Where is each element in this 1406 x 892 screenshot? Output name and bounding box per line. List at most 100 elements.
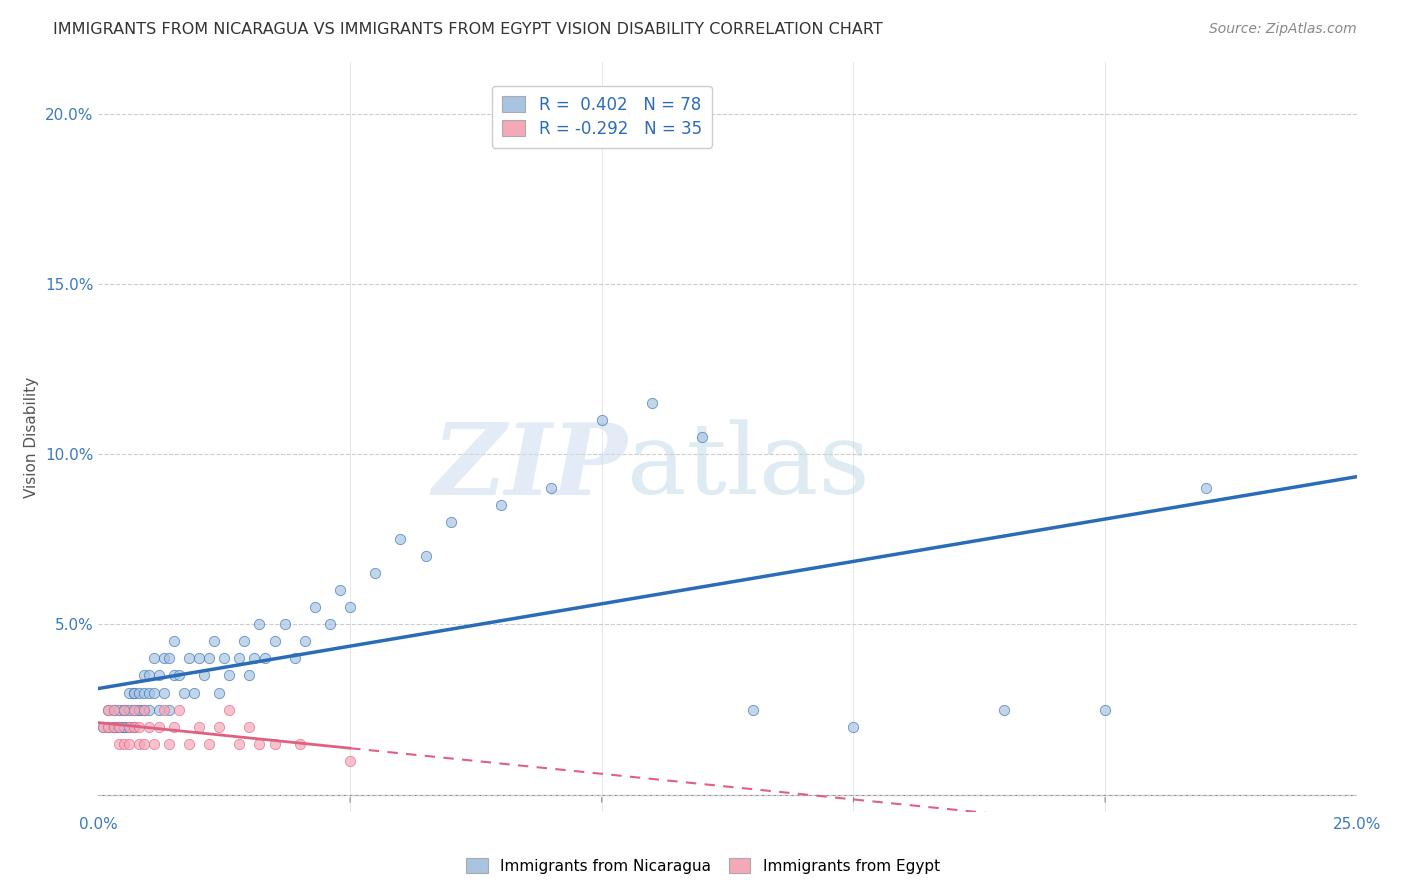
Point <box>183 685 205 699</box>
Point <box>132 737 155 751</box>
Point <box>128 737 150 751</box>
Point <box>489 498 512 512</box>
Point <box>107 720 129 734</box>
Point <box>273 617 295 632</box>
Legend: Immigrants from Nicaragua, Immigrants from Egypt: Immigrants from Nicaragua, Immigrants fr… <box>460 852 946 880</box>
Point <box>214 651 236 665</box>
Point <box>97 702 120 716</box>
Point <box>540 481 562 495</box>
Point <box>233 634 256 648</box>
Point <box>117 720 139 734</box>
Point <box>228 651 250 665</box>
Point <box>198 737 221 751</box>
Point <box>157 702 180 716</box>
Point <box>97 720 120 734</box>
Point <box>107 702 129 716</box>
Point <box>364 566 387 581</box>
Point <box>440 515 463 529</box>
Point <box>238 720 260 734</box>
Point <box>132 702 155 716</box>
Point <box>188 720 211 734</box>
Point <box>142 737 165 751</box>
Point <box>103 720 125 734</box>
Point <box>107 720 129 734</box>
Point <box>103 702 125 716</box>
Point <box>253 651 276 665</box>
Point <box>188 651 211 665</box>
Point <box>304 600 326 615</box>
Point <box>138 702 160 716</box>
Point <box>112 720 135 734</box>
Point <box>153 702 176 716</box>
Point <box>339 600 361 615</box>
Point <box>142 685 165 699</box>
Point <box>339 754 361 768</box>
Point <box>112 702 135 716</box>
Point <box>329 583 352 598</box>
Point <box>97 702 120 716</box>
Point <box>842 720 865 734</box>
Point <box>112 702 135 716</box>
Point <box>163 720 186 734</box>
Point <box>122 720 145 734</box>
Point <box>138 720 160 734</box>
Point <box>1094 702 1116 716</box>
Point <box>319 617 342 632</box>
Point <box>294 634 316 648</box>
Point <box>117 720 139 734</box>
Point <box>208 720 231 734</box>
Point <box>198 651 221 665</box>
Point <box>228 737 250 751</box>
Point <box>167 668 190 682</box>
Point <box>117 702 139 716</box>
Point <box>157 651 180 665</box>
Point <box>128 720 150 734</box>
Point <box>163 634 186 648</box>
Point <box>415 549 437 564</box>
Point <box>142 651 165 665</box>
Point <box>107 737 129 751</box>
Point <box>103 702 125 716</box>
Point <box>122 720 145 734</box>
Point <box>153 651 176 665</box>
Point <box>132 668 155 682</box>
Point <box>93 720 115 734</box>
Point <box>132 702 155 716</box>
Point <box>153 685 176 699</box>
Point <box>177 737 200 751</box>
Point <box>177 651 200 665</box>
Text: ZIP: ZIP <box>432 419 627 516</box>
Point <box>148 668 170 682</box>
Point <box>238 668 260 682</box>
Text: Source: ZipAtlas.com: Source: ZipAtlas.com <box>1209 22 1357 37</box>
Point <box>263 634 285 648</box>
Point <box>263 737 285 751</box>
Point <box>122 685 145 699</box>
Point <box>173 685 195 699</box>
Point <box>132 685 155 699</box>
Point <box>1195 481 1218 495</box>
Point <box>249 737 271 751</box>
Point <box>138 668 160 682</box>
Legend: R =  0.402   N = 78, R = -0.292   N = 35: R = 0.402 N = 78, R = -0.292 N = 35 <box>492 86 711 147</box>
Point <box>218 702 240 716</box>
Point <box>148 720 170 734</box>
Point <box>288 737 311 751</box>
Point <box>148 702 170 716</box>
Point <box>112 720 135 734</box>
Point <box>112 702 135 716</box>
Text: atlas: atlas <box>627 419 870 515</box>
Point <box>193 668 215 682</box>
Point <box>93 720 115 734</box>
Point <box>163 668 186 682</box>
Point <box>993 702 1015 716</box>
Point <box>249 617 271 632</box>
Point <box>103 720 125 734</box>
Point <box>117 737 139 751</box>
Point <box>128 685 150 699</box>
Point <box>97 720 120 734</box>
Point <box>122 685 145 699</box>
Y-axis label: Vision Disability: Vision Disability <box>24 376 39 498</box>
Point <box>692 430 714 444</box>
Point <box>641 396 664 410</box>
